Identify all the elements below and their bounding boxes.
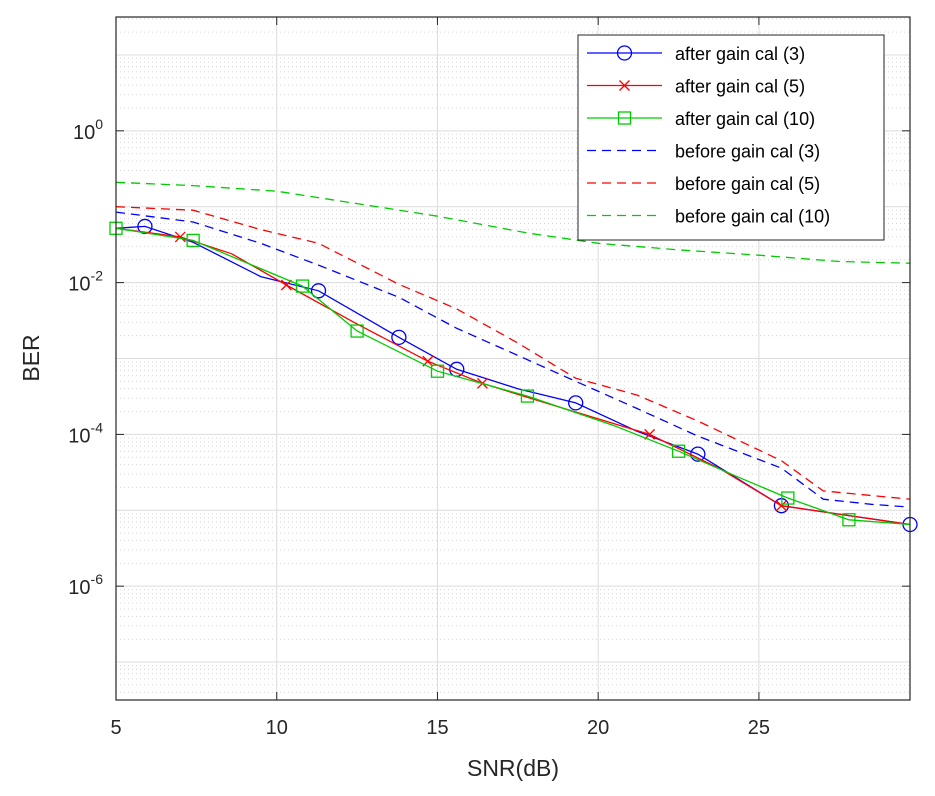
data-point-square	[842, 513, 856, 527]
legend-label: before gain cal (5)	[675, 174, 820, 194]
data-point-x-stroke	[775, 500, 787, 512]
data-point-square	[186, 233, 200, 248]
data-point-square	[350, 324, 364, 338]
legend-item: before gain cal (3)	[587, 142, 820, 162]
legend: after gain cal (3) after gain cal (5) afte…	[577, 34, 885, 241]
legend-item: after gain cal (5)	[587, 77, 805, 97]
data-point-square	[671, 444, 686, 458]
data-point-circle	[616, 45, 633, 61]
legend-item: before gain cal (10)	[587, 207, 830, 227]
y-tick-label: 100	[73, 116, 103, 144]
series-layer	[109, 181, 918, 533]
data-point-square	[781, 491, 795, 505]
legend-label: before gain cal (3)	[675, 142, 820, 162]
legend-label: after gain cal (3)	[675, 44, 805, 64]
y-tick-label: 10-4	[68, 419, 103, 447]
legend-item: after gain cal (10)	[587, 109, 815, 129]
data-point-x-stroke	[619, 80, 630, 91]
series-line	[115, 227, 911, 526]
plot-frame	[115, 16, 911, 701]
y-tick-label: 10-2	[68, 268, 103, 296]
y-tick-label: 10-6	[68, 571, 103, 599]
data-point-circle	[568, 395, 584, 411]
data-point-x	[619, 80, 630, 91]
series-line	[115, 211, 911, 508]
x-axis-label: SNR(dB)	[467, 755, 559, 781]
data-point-square	[520, 389, 535, 403]
legend-item: after gain cal (3)	[587, 44, 805, 64]
data-point-square	[295, 279, 310, 293]
data-point-square	[430, 364, 445, 378]
data-point-square	[617, 111, 632, 125]
x-tick-label: 15	[426, 717, 448, 739]
y-axis: 100 10-2 10-4 10-6	[68, 116, 910, 599]
data-point-circle	[391, 329, 407, 345]
x-tick-label: 20	[587, 717, 609, 739]
legend-label: before gain cal (10)	[675, 207, 830, 227]
data-point-x	[775, 500, 787, 512]
x-tick-label: 25	[748, 717, 770, 739]
data-point-circle	[310, 283, 327, 299]
legend-item: before gain cal (5)	[587, 174, 820, 194]
data-point-x-stroke	[174, 231, 186, 243]
legend-items: after gain cal (3) after gain cal (5) afte…	[587, 44, 830, 227]
y-axis-label: BER	[18, 334, 44, 381]
x-axis: 5 10 15 20 25	[110, 17, 770, 739]
data-point-x	[280, 279, 292, 291]
legend-label: after gain cal (10)	[675, 109, 815, 129]
data-point-x	[174, 231, 186, 243]
minor-grid	[116, 18, 910, 693]
series-4	[115, 211, 911, 508]
x-tick-label: 10	[266, 717, 288, 739]
legend-box	[577, 34, 885, 241]
data-point-x-stroke	[280, 279, 292, 291]
x-tick-label: 5	[110, 717, 121, 739]
legend-label: after gain cal (5)	[675, 77, 805, 97]
